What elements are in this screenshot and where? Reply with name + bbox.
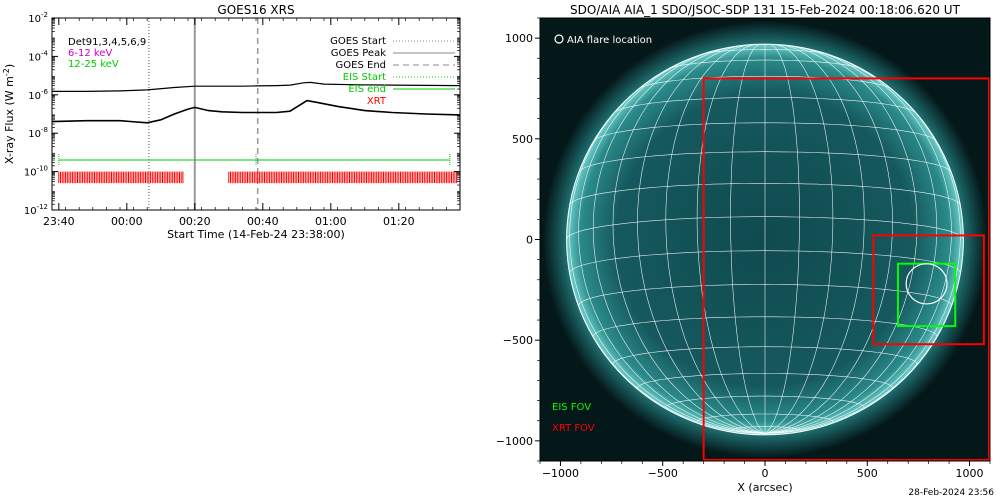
footer-timestamp: 28-Feb-2024 23:56	[908, 488, 994, 498]
x-tick-label: 00:40	[247, 215, 279, 228]
longitude-line	[764, 48, 938, 434]
legend-eis-label: EIS FOV	[552, 402, 591, 413]
legend-flare-label: AIA flare location	[567, 35, 652, 46]
goes-xrs-chart: GOES16 XRS 10-12 10-10 10-8 10-6 10-4 10-2 23:4…	[2, 3, 461, 241]
y-tick-label: 0	[526, 234, 533, 247]
legend-xrt-label: XRT FOV	[552, 423, 595, 434]
x-tick-label: 00:00	[111, 215, 143, 228]
x-axis-label: Start Time (14-Feb-24 23:38:00)	[167, 228, 345, 241]
flare-location-circle	[905, 263, 948, 305]
longitude-line	[665, 44, 766, 434]
y-tick-label: 10-8	[28, 126, 48, 140]
aia-image-chart: SDO/AIA AIA_1 SDO/JSOC-SDP 131 15-Feb-20…	[496, 3, 991, 494]
longitude-line	[764, 79, 961, 434]
legend-entry: GOES End	[336, 60, 386, 71]
longitude-line	[592, 48, 766, 434]
x-tick-label: −1000	[542, 467, 579, 480]
longitude-line	[764, 46, 918, 434]
y-tick-label: −500	[503, 334, 533, 347]
y-tick-label: 10-2	[28, 11, 48, 25]
legend-top-left-entry: Det91,3,4,5,6,9	[68, 37, 146, 48]
chart-title: GOES16 XRS	[217, 3, 294, 17]
y-tick-label: −1000	[496, 435, 533, 448]
legend-top-left-entry: 12-25 keV	[68, 59, 119, 70]
xrt-fov-box	[702, 77, 991, 461]
longitude-line	[764, 44, 893, 434]
y-tick-label: 10-4	[28, 49, 48, 63]
x-tick-label: 500	[857, 467, 878, 480]
limb-outline	[566, 43, 964, 436]
longitude-line	[696, 44, 766, 434]
y-tick-label: 10-6	[28, 88, 48, 102]
legend-circle-marker	[554, 34, 564, 44]
x-tick-label: 1000	[956, 467, 984, 480]
x-tick-label: 01:00	[315, 215, 347, 228]
legend-entry: EIS Start	[343, 72, 386, 83]
longitude-line	[764, 44, 865, 434]
y-tick-label: 10-10	[24, 165, 48, 179]
x-axis-label: X (arcsec)	[737, 481, 792, 494]
series-line	[51, 99, 461, 124]
legend-entry: XRT	[367, 96, 387, 107]
y-axis-label: X-ray Flux (W m-2)	[2, 64, 16, 164]
y-tick-label: 1000	[505, 32, 533, 45]
longitude-line	[764, 44, 834, 434]
longitude-line	[578, 55, 766, 434]
legend-entry: EIS end	[348, 84, 386, 95]
helio-grid	[566, 44, 964, 434]
longitude-line	[764, 55, 952, 434]
legend-entry: GOES Start	[330, 36, 386, 47]
legend-top-left-entry: 6-12 keV	[68, 48, 112, 59]
legend-entry: GOES Peak	[331, 48, 386, 59]
x-tick-label: 01:20	[383, 215, 415, 228]
x-tick-label: 23:40	[43, 215, 75, 228]
y-tick-label: 10-12	[24, 203, 48, 217]
image-title: SDO/AIA AIA_1 SDO/JSOC-SDP 131 15-Feb-20…	[570, 3, 961, 17]
longitude-line	[612, 46, 766, 434]
longitude-line	[569, 79, 766, 434]
y-tick-label: 500	[512, 133, 533, 146]
longitude-line	[730, 44, 766, 434]
longitude-line	[764, 44, 800, 434]
x-tick-label: 00:20	[179, 215, 211, 228]
xrt-fov-box	[872, 234, 985, 346]
x-tick-label: 0	[762, 467, 769, 480]
x-tick-label: −500	[648, 467, 678, 480]
series-line	[52, 81, 461, 93]
